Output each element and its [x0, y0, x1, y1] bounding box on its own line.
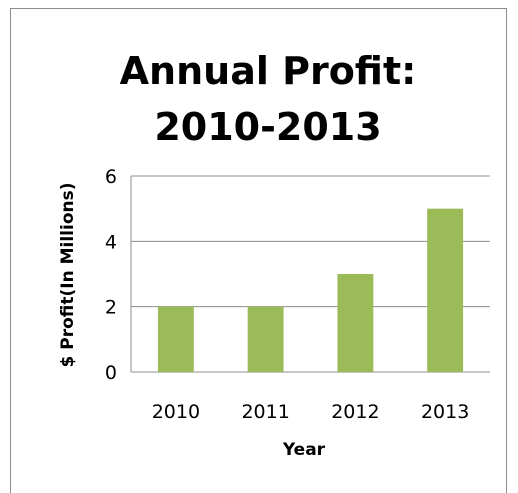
x-tick-labels: 2010 2011 2012 2013 [152, 401, 470, 423]
chart-area [10, 8, 507, 493]
y-tick-label: 4 [105, 231, 117, 253]
y-tick-labels: 0 2 4 6 [105, 166, 117, 384]
bar-2012 [337, 274, 374, 372]
x-tick-label: 2010 [152, 401, 200, 423]
bar-2011 [247, 306, 284, 372]
y-tick-label: 6 [105, 166, 117, 188]
y-axis-title: $ Profit(In Millions) [58, 182, 78, 367]
x-tick-label: 2013 [421, 401, 469, 423]
chart-title-line-2: 2010-2013 [154, 105, 381, 149]
x-tick-label: 2011 [241, 401, 289, 423]
x-tick-label: 2012 [331, 401, 379, 423]
y-tick-label: 2 [105, 297, 117, 319]
bar-2010 [157, 306, 194, 372]
bar-2013 [427, 208, 464, 372]
x-axis-title: Year [282, 440, 326, 460]
chart-title-line-1: Annual Profit: [120, 49, 417, 93]
y-tick-label: 0 [105, 362, 117, 384]
bars [157, 208, 464, 372]
